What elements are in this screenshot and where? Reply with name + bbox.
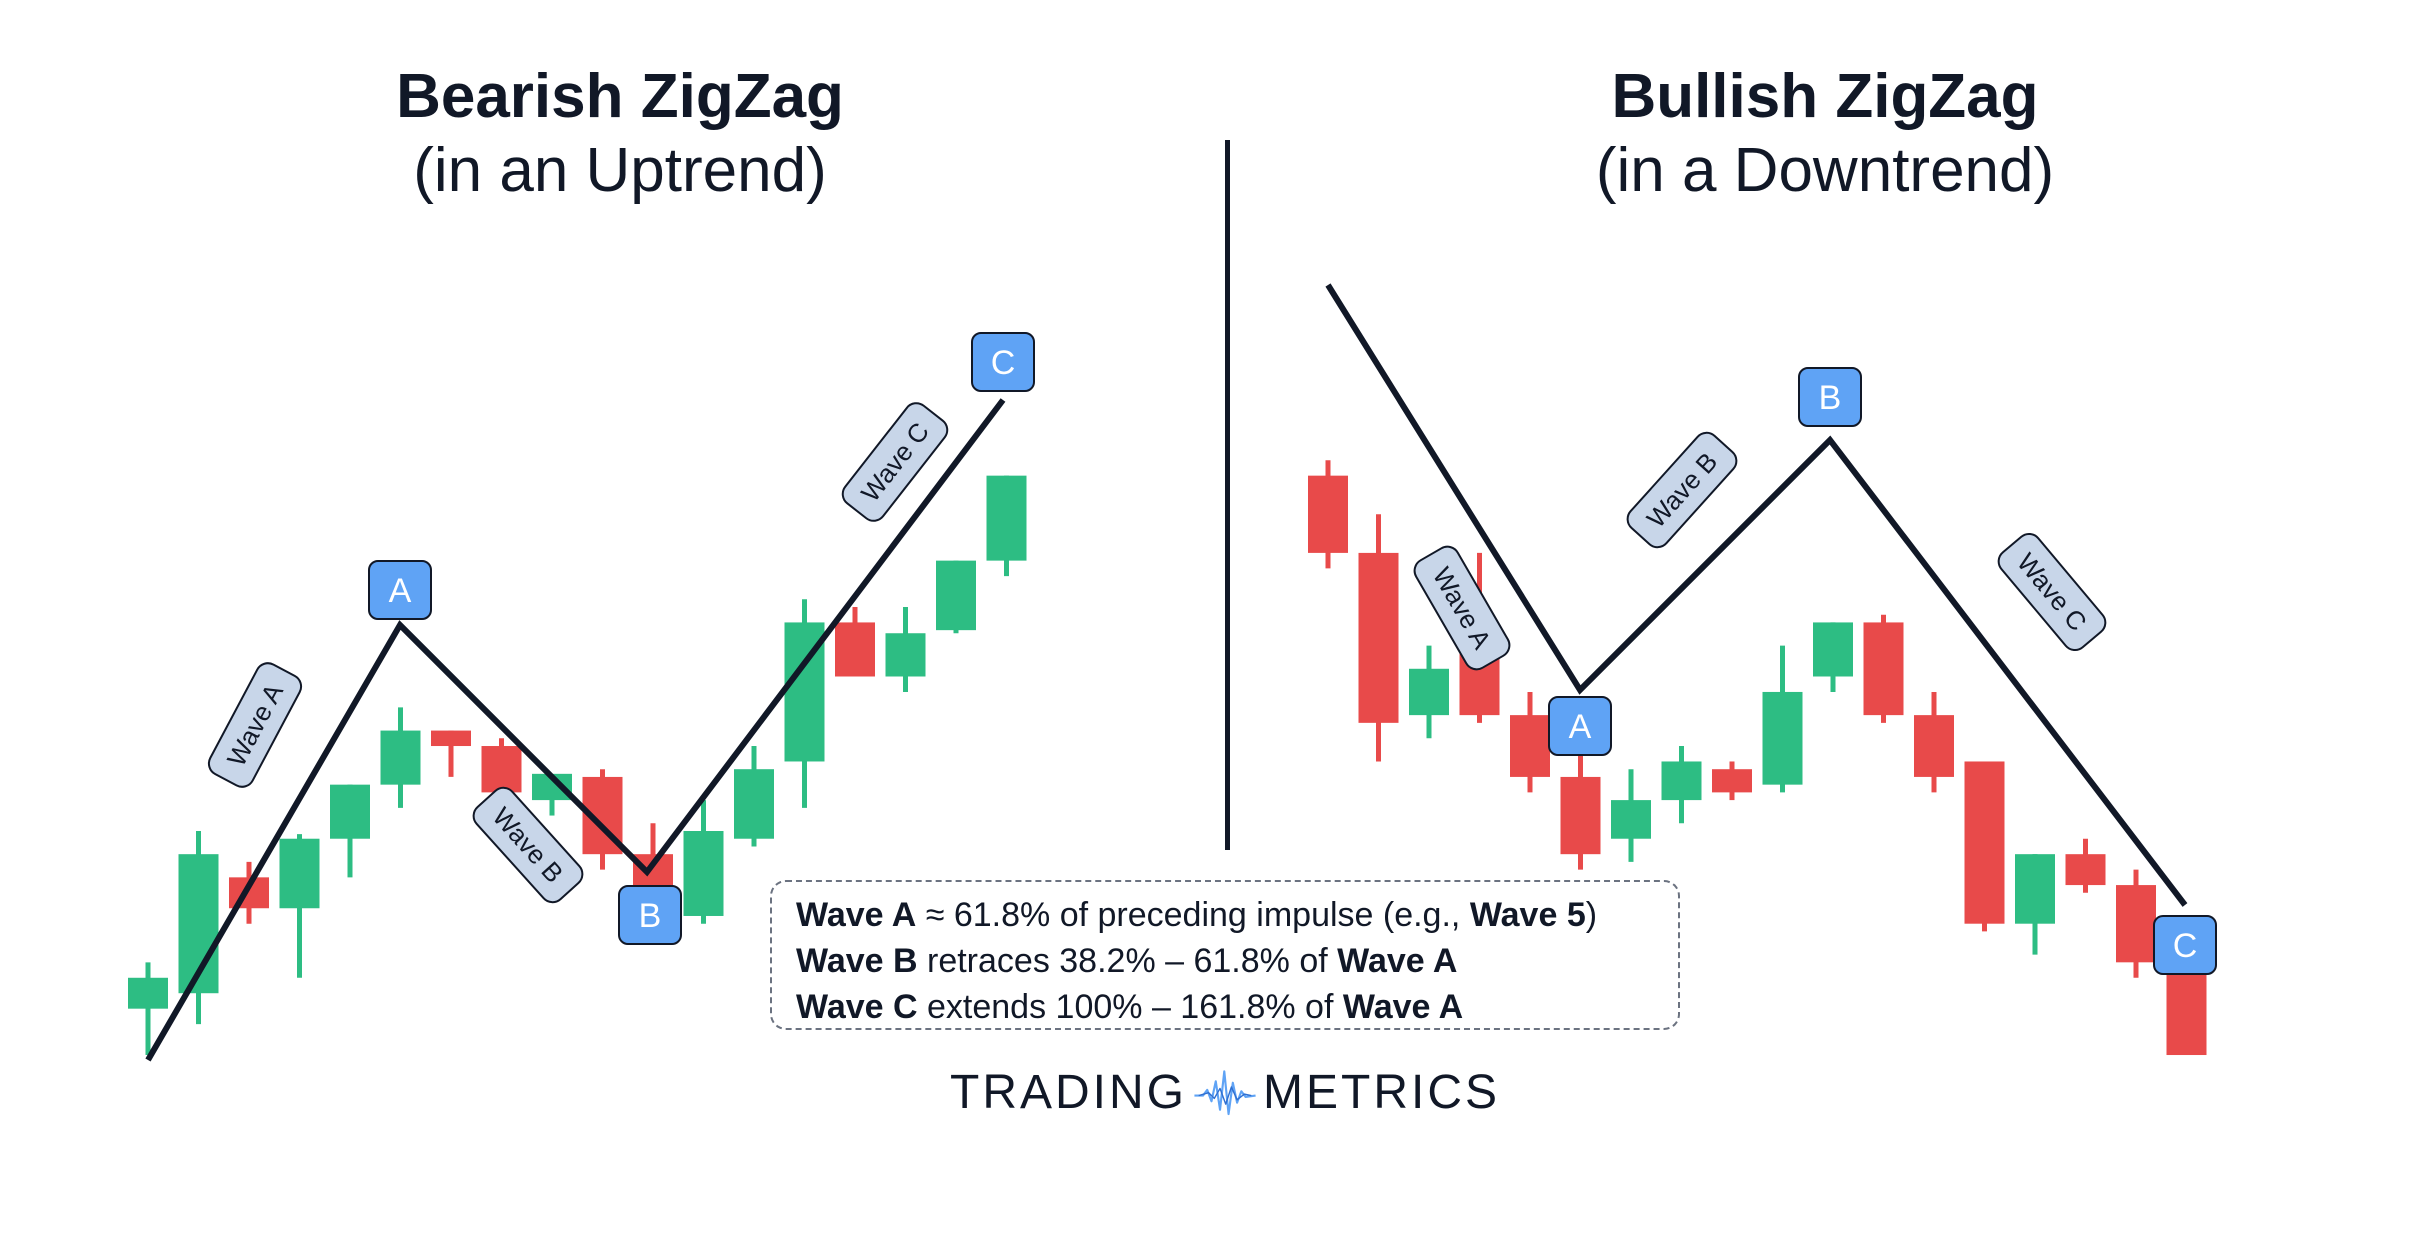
point-marker-text: B [639,897,662,935]
left-title-main: Bearish ZigZag [396,62,844,131]
zigzag-line [1325,283,2188,907]
bullish-candle [936,560,976,631]
bearish-candle [835,622,875,677]
fibonacci-rules-box: Wave A ≈ 61.8% of preceding impulse (e.g… [770,880,1680,1030]
bullish-candle [1409,668,1449,716]
bearish-candle [431,730,471,747]
wave-label-box [1413,545,1511,671]
point-marker-text: C [991,344,1016,382]
left-title-sub: (in an Uptrend) [413,136,827,206]
wave-label-box [841,402,949,522]
point-marker-text: A [1569,708,1592,746]
point-marker-text: B [1819,379,1842,417]
bearish-candle [1560,776,1601,855]
bullish-candle [1611,800,1651,839]
bullish-candle [1813,622,1853,677]
right-title-main: Bullish ZigZag [1611,62,2039,131]
wave-label-box [1997,532,2107,652]
point-marker-box [2153,915,2217,975]
zigzag-line [145,398,1006,1062]
bearish-candle [1308,475,1348,553]
point-marker-text: A [389,572,412,610]
wave-label-a: Wave A [207,662,303,788]
bearish-candle [1914,715,1954,777]
point-marker-a: A [368,560,432,620]
waveform-icon [1194,1070,1256,1116]
logo-text-right: METRICS [1263,1065,1500,1119]
bearish-candle [1358,552,1399,723]
bearish-candle [481,746,522,793]
bullish-candle [2015,854,2055,924]
wave-label-b: Wave B [472,786,584,904]
bullish-candle [128,977,168,1009]
point-marker-b: B [618,885,682,945]
point-marker-box [1798,367,1862,427]
point-marker-box [1548,696,1612,756]
point-marker-box [971,332,1035,392]
wave-label-c: Wave C [841,402,949,522]
right-title-sub: (in a Downtrend) [1595,136,2055,206]
rule-line-wave-a: Wave A ≈ 61.8% of preceding impulse (e.g… [796,896,1598,934]
bearish-candle [2166,970,2207,1056]
bullish-candle [330,784,370,839]
bearish-candle [1510,715,1550,777]
wave-label-box [1626,431,1738,549]
rule-line-wave-c: Wave C extends 100% – 161.8% of Wave A [796,988,1464,1026]
bearish-candle [1964,761,2005,924]
bullish-candle [279,838,320,909]
point-marker-b: B [1798,367,1862,427]
point-marker-a: A [1548,696,1612,756]
point-marker-box [368,560,432,620]
bullish-candle [380,730,421,785]
wave-label-box [472,786,584,904]
bullish-candle [734,769,774,839]
bullish-candle [986,475,1027,561]
tradingmetrics-logo: TRADING METRICS [950,1052,1500,1132]
point-marker-text: C [2173,927,2198,965]
bearish-candle [1863,622,1904,716]
bullish-candle [1661,761,1702,801]
wave-label-c: Wave C [1997,532,2107,652]
wave-label-b: Wave B [1626,431,1738,549]
bullish-candle [885,633,926,677]
point-marker-c: C [971,332,1035,392]
center-divider [1225,140,1230,850]
wave-label-box [207,662,303,788]
left-title: Bearish ZigZag (in an Uptrend) [170,60,1070,209]
bearish-candle [2065,854,2106,886]
bearish-candle [1712,769,1752,793]
point-marker-c: C [2153,915,2217,975]
bearish-candle [2116,885,2156,963]
bullish-candle [1762,691,1803,785]
point-marker-box [618,885,682,945]
rule-line-wave-b: Wave B retraces 38.2% – 61.8% of Wave A [796,942,1458,980]
logo-text-left: TRADING [950,1065,1187,1119]
bullish-candle [683,831,724,916]
right-title: Bullish ZigZag (in a Downtrend) [1375,60,2275,209]
